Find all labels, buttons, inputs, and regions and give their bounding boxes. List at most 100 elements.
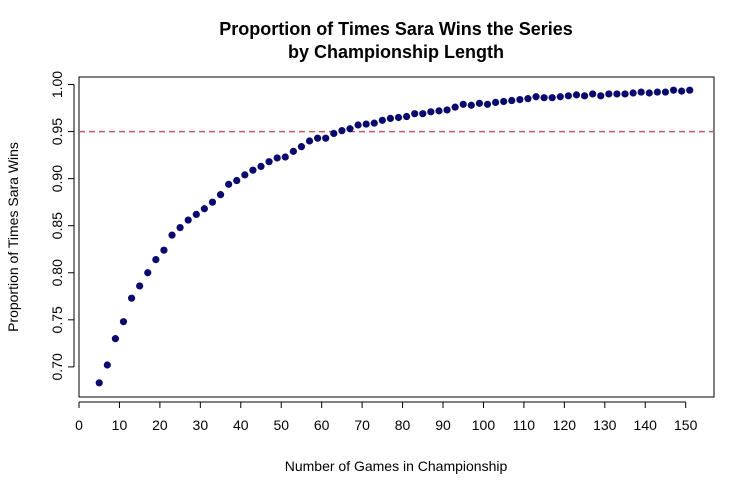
x-tick-label: 50 <box>273 417 289 433</box>
y-tick-label: 0.70 <box>49 353 65 380</box>
data-point <box>273 154 281 162</box>
data-point <box>281 153 289 161</box>
data-point <box>394 113 403 122</box>
data-point <box>621 90 629 98</box>
data-point <box>176 223 184 232</box>
data-point <box>330 129 338 138</box>
chart-subtitle: by Championship Length <box>288 42 504 62</box>
data-point <box>297 143 306 151</box>
data-point <box>661 88 670 96</box>
data-point <box>403 112 411 121</box>
y-tick-label: 0.75 <box>49 306 65 333</box>
y-tick-label: 0.90 <box>49 165 65 192</box>
data-point <box>589 90 597 98</box>
data-point <box>111 335 120 343</box>
data-point <box>427 108 435 116</box>
data-point <box>216 191 225 199</box>
data-point <box>411 110 419 118</box>
data-point <box>168 231 176 239</box>
data-point <box>208 198 217 206</box>
data-point <box>483 100 492 108</box>
data-point <box>95 379 103 387</box>
y-tick-label: 0.80 <box>49 259 65 286</box>
data-point <box>491 98 500 107</box>
data-point <box>686 86 694 94</box>
data-point <box>564 92 572 100</box>
data-point <box>233 176 241 185</box>
data-point <box>249 166 257 174</box>
data-point <box>669 86 678 94</box>
data-point <box>160 246 168 254</box>
y-tick-label: 1.00 <box>49 71 65 98</box>
data-point <box>386 114 395 123</box>
data-point <box>443 106 451 114</box>
data-point <box>524 95 532 103</box>
data-point <box>532 93 540 101</box>
y-tick-label: 0.95 <box>49 118 65 145</box>
data-point <box>419 110 427 118</box>
data-point <box>200 205 208 213</box>
data-point <box>597 92 605 100</box>
data-point <box>629 89 637 97</box>
data-point <box>144 269 152 277</box>
y-axis-label: Proportion of Times Sara Wins <box>5 142 21 332</box>
chart-title: Proportion of Times Sara Wins the Series <box>219 19 573 39</box>
data-point <box>127 294 136 302</box>
x-tick-label: 20 <box>152 417 168 433</box>
data-point <box>548 94 556 102</box>
data-point <box>192 210 200 219</box>
plot-frame <box>78 76 715 398</box>
data-point <box>435 107 443 115</box>
data-point <box>322 134 330 142</box>
data-point <box>119 318 128 326</box>
data-points <box>95 86 694 387</box>
y-axis: 0.70 0.75 0.80 0.85 0.90 0.95 1.00 <box>49 71 75 381</box>
data-point <box>645 89 653 97</box>
x-tick-label: 0 <box>75 417 83 433</box>
data-point <box>572 91 581 99</box>
data-point <box>136 282 144 290</box>
data-point <box>451 103 459 111</box>
data-point <box>613 90 621 98</box>
x-tick-label: 130 <box>593 417 617 433</box>
data-point <box>556 93 564 101</box>
x-axis-label: Number of Games in Championship <box>285 458 508 474</box>
data-point <box>580 92 589 100</box>
data-point <box>653 88 661 96</box>
data-point <box>467 101 475 109</box>
x-tick-label: 60 <box>314 417 330 433</box>
x-tick-label: 100 <box>472 417 496 433</box>
data-point <box>354 121 362 129</box>
data-point <box>605 90 613 98</box>
data-point <box>305 137 314 145</box>
data-point <box>225 180 233 188</box>
data-point <box>370 119 378 127</box>
data-point <box>346 125 354 133</box>
x-tick-label: 40 <box>233 417 249 433</box>
x-tick-label: 90 <box>435 417 451 433</box>
data-point <box>362 120 370 128</box>
x-tick-label: 80 <box>395 417 411 433</box>
data-point <box>152 255 160 264</box>
data-point <box>500 97 508 106</box>
data-point <box>678 87 686 95</box>
data-point <box>314 134 322 142</box>
data-point <box>184 216 192 224</box>
data-point <box>508 96 516 105</box>
x-tick-label: 110 <box>513 417 536 433</box>
x-tick-label: 30 <box>193 417 209 433</box>
x-axis: 0 10 20 30 40 50 60 70 80 90 100 110 120 130 140 150 <box>75 401 698 433</box>
data-point <box>103 361 111 369</box>
x-tick-label: 150 <box>674 417 698 433</box>
data-point <box>475 99 484 107</box>
x-tick-label: 10 <box>112 417 128 433</box>
data-point <box>241 171 249 179</box>
data-point <box>540 94 548 102</box>
x-tick-label: 70 <box>354 417 370 433</box>
data-point <box>516 95 524 104</box>
data-point <box>378 116 386 124</box>
data-point <box>459 100 467 108</box>
x-tick-label: 120 <box>553 417 577 433</box>
x-tick-label: 140 <box>634 417 658 433</box>
